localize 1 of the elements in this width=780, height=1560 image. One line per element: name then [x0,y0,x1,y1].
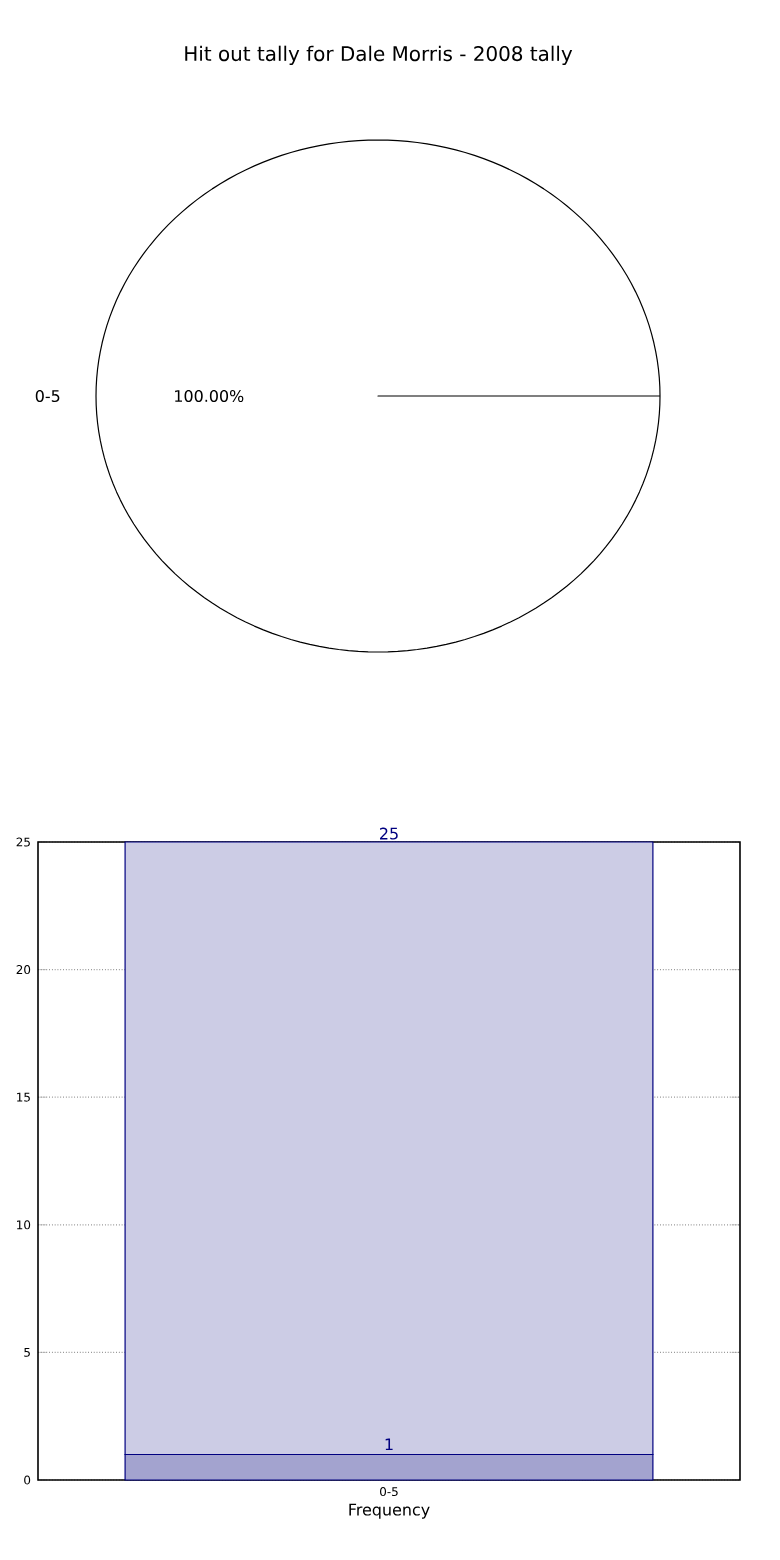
chart-title: Hit out tally for Dale Morris - 2008 tally [185,45,573,65]
